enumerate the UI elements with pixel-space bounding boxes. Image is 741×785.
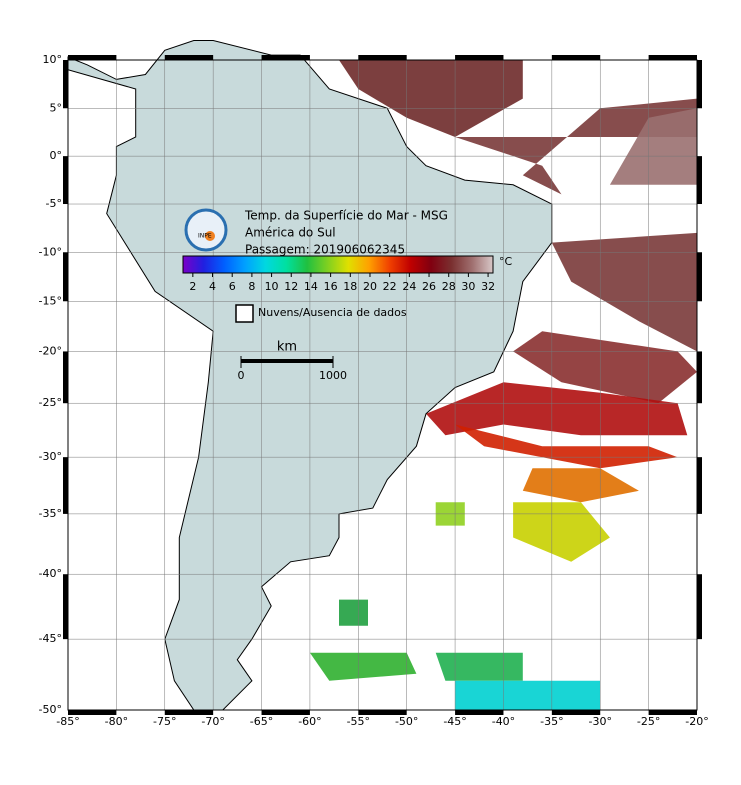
x-tick-label: -75°: [153, 715, 176, 728]
colorbar-tick-label: 14: [304, 280, 318, 293]
ui-layer: INPE Temp. da Superfície do Mar - MSG Amér…: [182, 208, 513, 382]
colorbar-tick-label: 18: [343, 280, 357, 293]
colorbar-tick-label: 28: [442, 280, 456, 293]
x-tick-label: -65°: [250, 715, 273, 728]
frame-stripe: [63, 351, 68, 404]
sst-patch: [513, 331, 697, 404]
colorbar-tick-label: 20: [363, 280, 377, 293]
scale-bar: [241, 359, 333, 363]
frame-stripe: [63, 60, 68, 109]
colorbar-tick-label: 10: [265, 280, 279, 293]
y-tick-label: -30°: [39, 450, 62, 463]
legend-label: Nuvens/Ausencia de dados: [258, 306, 407, 319]
y-tick-label: -45°: [39, 632, 62, 645]
frame-stripe: [63, 156, 68, 205]
sst-patch: [513, 502, 610, 562]
scale-tick-label: 0: [238, 369, 245, 382]
y-tick-label: -15°: [39, 294, 62, 307]
title-line: América do Sul: [245, 226, 336, 240]
x-tick-label: -30°: [588, 715, 611, 728]
colorbar-tick-label: 26: [422, 280, 436, 293]
frame-stripe: [63, 574, 68, 640]
y-tick-label: 0°: [50, 149, 63, 162]
colorbar-tick-label: 30: [461, 280, 475, 293]
x-tick-label: -20°: [685, 715, 708, 728]
y-tick-label: -50°: [39, 703, 62, 716]
logo: [184, 208, 228, 252]
sst-patch: [609, 108, 697, 185]
x-tick-label: -70°: [201, 715, 224, 728]
colorbar-tick-label: 2: [189, 280, 196, 293]
y-tick-label: -40°: [39, 567, 62, 580]
frame-stripe: [648, 55, 697, 60]
x-tick-label: -25°: [637, 715, 660, 728]
logo-text: INPE: [198, 233, 212, 240]
sst-patch: [339, 599, 368, 626]
y-tick-label: -5°: [46, 197, 62, 210]
frame-stripe: [697, 156, 702, 205]
colorbar-tick-label: 6: [229, 280, 236, 293]
frame-stripe: [68, 55, 117, 60]
x-tick-label: -35°: [540, 715, 563, 728]
y-tick-label: -10°: [39, 245, 62, 258]
frame-stripe: [697, 351, 702, 404]
sst-patch: [455, 98, 697, 195]
logo-dot: [205, 231, 215, 241]
x-tick-label: -40°: [492, 715, 515, 728]
frame-stripe: [164, 710, 214, 715]
frame-stripe: [697, 574, 702, 640]
frame-stripe: [648, 710, 697, 715]
frame-stripe: [697, 60, 702, 109]
frame-stripe: [455, 55, 504, 60]
frame-stripe: [261, 55, 310, 60]
y-tick-label: 5°: [50, 101, 63, 114]
frame-stripe: [63, 252, 68, 302]
frame-stripe: [455, 710, 504, 715]
sst-patch: [522, 468, 639, 503]
frame-stripe: [551, 710, 601, 715]
colorbar-tick-label: 8: [248, 280, 255, 293]
frame-stripe: [261, 710, 310, 715]
x-tick-label: -50°: [395, 715, 418, 728]
y-tick-label: -35°: [39, 507, 62, 520]
x-tick-label: -45°: [443, 715, 466, 728]
sst-patch: [455, 680, 601, 710]
grid-layer: -85° -80° -75° -70° -65° -60° -55° -50° -45° -40°…: [39, 53, 709, 728]
legend-swatch: [235, 304, 254, 323]
colorbar-tick-label: 24: [402, 280, 416, 293]
title-line: Temp. da Superfície do Mar - MSG: [244, 209, 448, 223]
scale-tick-label: 1000: [319, 369, 347, 382]
x-tick-label: -80°: [105, 715, 128, 728]
colorbar: [182, 255, 494, 274]
x-tick-label: -55°: [347, 715, 370, 728]
frame-stripe: [63, 457, 68, 514]
frame-stripe: [164, 55, 214, 60]
frame-stripe: [68, 710, 117, 715]
sst-patch: [426, 382, 688, 436]
colorbar-tick-label: 12: [284, 280, 298, 293]
frame-stripe: [551, 55, 601, 60]
colorbar-tick-label: 22: [383, 280, 397, 293]
frame-stripe: [697, 457, 702, 514]
y-tick-label: -20°: [39, 344, 62, 357]
colorbar-tick-label: 32: [481, 280, 495, 293]
colorbar-unit: °C: [499, 255, 513, 268]
colorbar-tick-label: 16: [324, 280, 338, 293]
frame-stripe: [697, 252, 702, 302]
sst-patch: [309, 652, 417, 681]
sst-patch: [339, 60, 523, 137]
y-tick-label: -25°: [39, 396, 62, 409]
sst-patch: [551, 232, 697, 352]
x-tick-label: -85°: [56, 715, 79, 728]
colorbar-tick-label: 4: [209, 280, 216, 293]
title-line: Passagem: 201906062345: [245, 243, 405, 257]
x-tick-label: -60°: [298, 715, 321, 728]
scale-unit: km: [277, 340, 297, 355]
y-tick-label: 10°: [43, 53, 63, 66]
frame-stripe: [358, 55, 407, 60]
frame-stripe: [358, 710, 407, 715]
sst-patch: [435, 652, 523, 681]
